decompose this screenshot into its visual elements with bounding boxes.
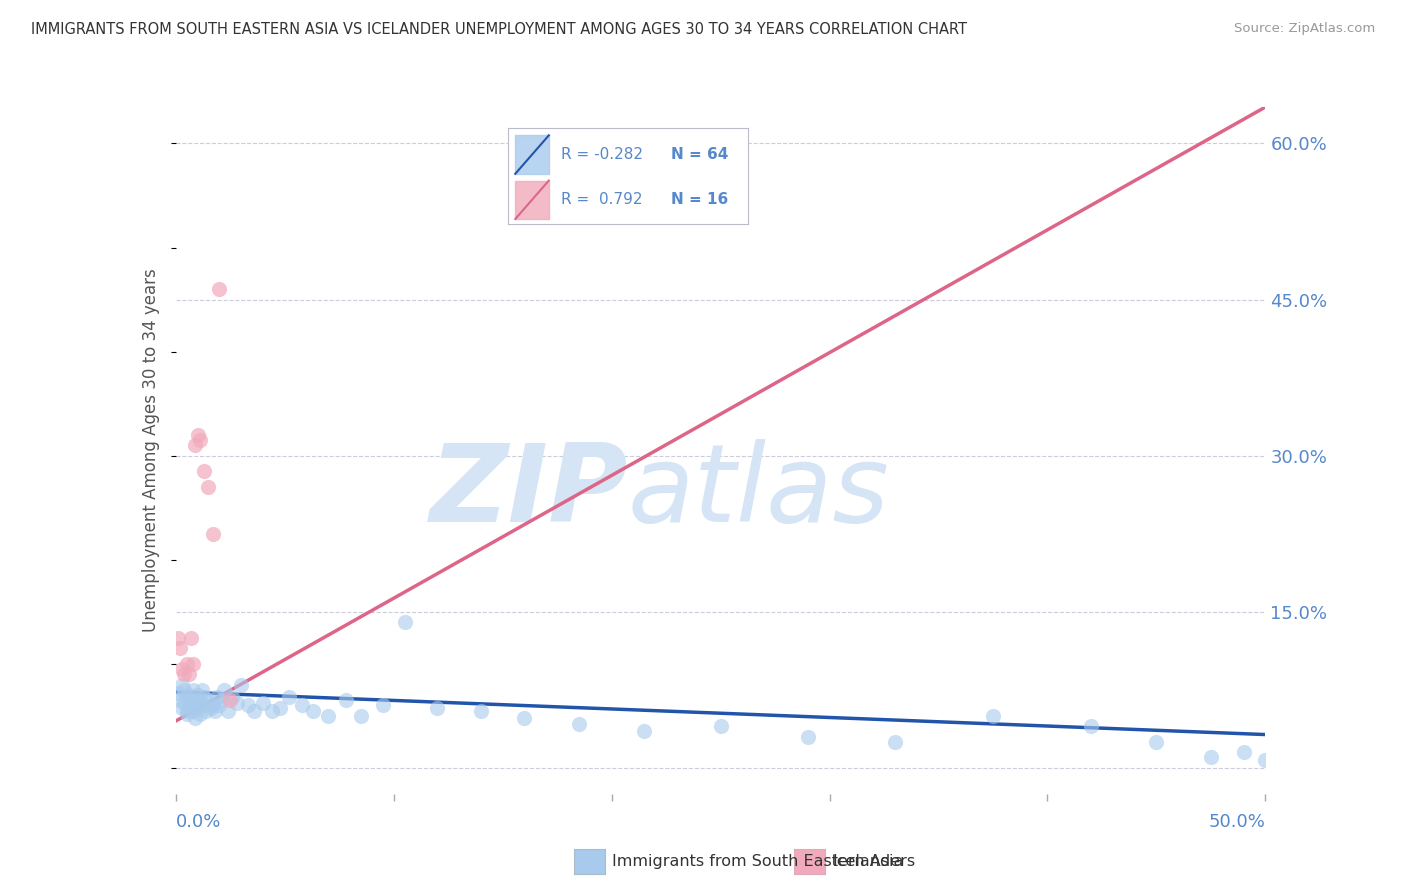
Point [710, 719, 733, 733]
Text: ZIP: ZIP [430, 439, 628, 545]
Point [291, 698, 314, 713]
Point [201, 526, 224, 541]
Point [177, 700, 200, 714]
Point [173, 696, 195, 710]
Text: Source: ZipAtlas.com: Source: ZipAtlas.com [1234, 22, 1375, 36]
Point [470, 704, 492, 718]
Y-axis label: Unemployment Among Ages 30 to 34 years: Unemployment Among Ages 30 to 34 years [142, 268, 160, 632]
Point [197, 480, 219, 494]
Point [211, 693, 233, 707]
Point [217, 704, 239, 718]
Point [278, 690, 301, 705]
Point [513, 711, 536, 725]
Point [188, 693, 211, 707]
Point [188, 706, 211, 721]
Point [176, 704, 198, 718]
Point [193, 690, 215, 705]
Point [221, 690, 243, 705]
Point [371, 698, 394, 713]
Point [252, 696, 274, 710]
Point [219, 693, 242, 707]
Point [169, 693, 191, 707]
Point [167, 686, 190, 700]
Point [184, 696, 207, 710]
Point [236, 698, 259, 713]
Point [1232, 745, 1256, 759]
Point [181, 682, 204, 697]
Point [180, 698, 202, 713]
Point [243, 704, 266, 718]
Point [180, 693, 202, 707]
Point [1199, 750, 1222, 764]
Point [204, 704, 226, 718]
Point [208, 698, 231, 713]
Point [318, 708, 340, 723]
Point [200, 700, 222, 714]
Point [201, 698, 224, 713]
Point [181, 657, 204, 671]
Point [796, 730, 818, 744]
Point [212, 682, 235, 697]
Point [195, 704, 218, 718]
Point [193, 464, 215, 478]
Point [191, 682, 214, 697]
Point [176, 657, 198, 671]
Point [269, 700, 291, 714]
Point [177, 667, 200, 681]
Point [180, 631, 202, 645]
Point [181, 704, 204, 718]
Point [169, 641, 191, 656]
Text: atlas: atlas [628, 439, 890, 544]
Point [167, 631, 190, 645]
Point [633, 724, 655, 739]
Point [884, 735, 907, 749]
Point [205, 690, 228, 705]
Point [176, 690, 198, 705]
Point [173, 682, 195, 697]
Point [176, 706, 198, 721]
Point [302, 704, 325, 718]
Point [186, 688, 209, 702]
Point [173, 667, 195, 681]
Point [231, 678, 253, 692]
Text: Immigrants from South Eastern Asia: Immigrants from South Eastern Asia [612, 855, 903, 869]
Point [350, 708, 373, 723]
Point [1254, 753, 1277, 767]
Point [172, 700, 194, 714]
Point [260, 704, 283, 718]
Point [568, 717, 591, 731]
Point [184, 711, 207, 725]
Point [1144, 735, 1167, 749]
Point [172, 662, 194, 676]
Point [426, 700, 449, 714]
Point [394, 615, 416, 630]
Point [208, 282, 231, 296]
Point [191, 698, 214, 713]
Point [225, 696, 247, 710]
Text: IMMIGRANTS FROM SOUTH EASTERN ASIA VS ICELANDER UNEMPLOYMENT AMONG AGES 30 TO 34: IMMIGRANTS FROM SOUTH EASTERN ASIA VS IC… [31, 22, 967, 37]
Text: 50.0%: 50.0% [1209, 813, 1265, 830]
Text: 0.0%: 0.0% [176, 813, 221, 830]
Point [186, 700, 209, 714]
Point [188, 433, 211, 447]
Point [1080, 719, 1102, 733]
Point [197, 693, 219, 707]
Point [981, 708, 1004, 723]
Point [177, 688, 200, 702]
Point [335, 693, 357, 707]
Point [184, 438, 207, 452]
Text: Icelanders: Icelanders [832, 855, 915, 869]
Point [172, 678, 194, 692]
Point [186, 427, 209, 442]
